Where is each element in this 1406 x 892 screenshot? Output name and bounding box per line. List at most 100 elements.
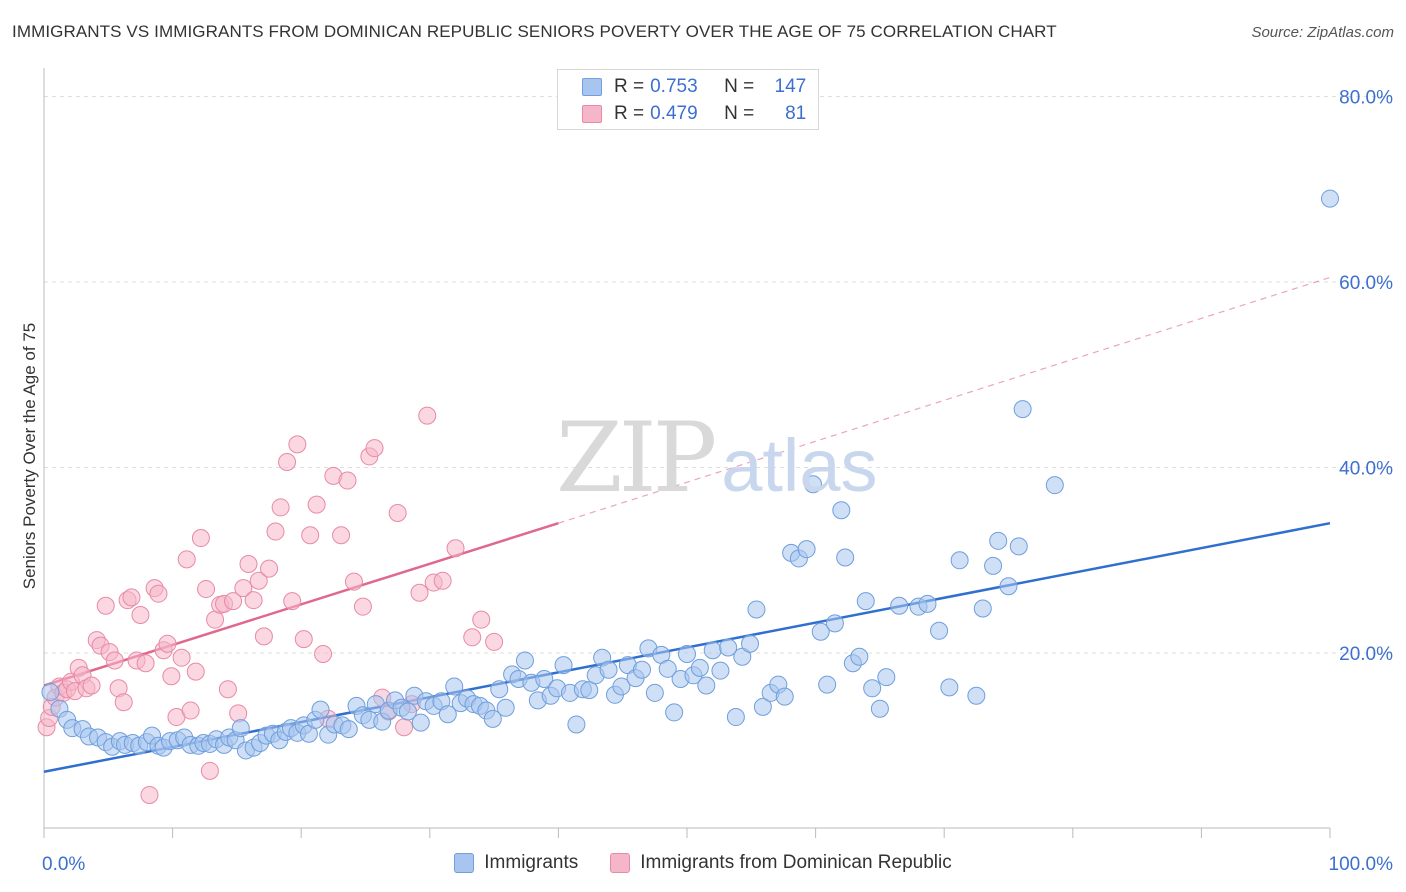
data-point-dominican [418,406,437,425]
data-point-dominican [224,592,243,611]
data-point-immigrants [612,677,631,696]
x-tick-label-end: 100.0% [1329,854,1394,875]
data-point-immigrants [339,720,358,739]
data-point-immigrants [496,698,515,717]
y-tick-label: 40.0% [1339,459,1393,480]
data-point-dominican [463,628,482,647]
data-point-immigrants [950,551,969,570]
trend-line-dominican-extended [558,276,1331,524]
y-tick-label: 80.0% [1339,88,1393,109]
data-point-immigrants [719,638,738,657]
y-tick-label: 20.0% [1339,644,1393,665]
series-legend: Immigrants Immigrants from Dominican Rep… [0,852,1406,874]
data-point-dominican [344,572,363,591]
data-point-dominican [314,644,333,663]
data-point-immigrants [554,656,573,675]
n-label: N = [724,76,755,97]
data-point-immigrants [632,660,651,679]
data-point-dominican [485,632,504,651]
data-point-immigrants [940,678,959,697]
data-point-dominican [433,571,452,590]
data-point-immigrants [645,683,664,702]
data-point-immigrants [870,699,889,718]
data-point-immigrants [989,531,1008,550]
data-point-immigrants [490,680,509,699]
tick-labels: 20.0% 40.0% 60.0% 80.0% 0.0% 100.0% [42,88,1393,875]
r-value: 0.479 [650,103,698,124]
data-point-dominican [191,529,210,548]
n-value: 81 [785,103,807,124]
series-dominican-points [37,406,504,804]
chart-title: IMMIGRANTS VS IMMIGRANTS FROM DOMINICAN … [12,22,1057,41]
data-point-immigrants [398,702,417,721]
legend-row-dominican: R = 0.479 N = 81 [582,103,806,125]
data-point-immigrants [1045,476,1064,495]
data-point-immigrants [1321,189,1339,208]
data-point-dominican [229,704,248,723]
data-point-dominican [105,651,124,670]
data-point-dominican [181,701,200,720]
watermark-atlas: atlas [721,424,878,507]
y-tick-label: 60.0% [1339,273,1393,294]
legend-row-immigrants: R = 0.753 N = 147 [582,76,806,98]
data-point-dominican [122,588,141,607]
data-point-immigrants [438,705,457,724]
data-point-immigrants [41,683,60,702]
data-point-dominican [254,627,273,646]
data-point-dominican [271,498,290,517]
data-point-dominican [301,526,320,545]
legend-swatch-blue [582,78,602,96]
data-point-dominican [239,555,258,574]
source-label: Source: ZipAtlas.com [1251,24,1394,41]
data-point-dominican [136,654,155,673]
data-point-dominican [294,630,313,649]
legend-item-dominican: Immigrants from Dominican Republic [610,852,952,874]
data-point-dominican [218,680,237,699]
data-point-immigrants [999,577,1018,596]
data-point-immigrants [311,700,330,719]
r-label: R = [614,103,645,124]
data-point-immigrants [890,596,909,615]
data-point-immigrants [678,644,696,663]
data-point-immigrants [850,647,869,666]
legend-label-immigrants: Immigrants [484,852,579,873]
data-point-immigrants [984,556,1003,575]
data-point-dominican [140,785,159,804]
data-point-immigrants [580,681,599,700]
legend-item-immigrants: Immigrants [454,852,578,874]
trend-lines [43,276,1331,773]
n-label: N = [724,103,755,124]
data-point-dominican [197,580,216,599]
data-point-immigrants [658,659,677,678]
data-point-immigrants [1009,537,1028,556]
data-point-dominican [82,676,101,695]
data-point-dominican [388,503,407,522]
watermark-zip: ZIP [556,402,717,514]
legend-swatch-pink [582,105,602,123]
data-point-immigrants [515,651,534,670]
data-point-dominican [288,435,307,454]
data-point-immigrants [483,709,502,728]
y-axis-label: Seniors Poverty Over the Age of 75 [20,322,39,590]
data-point-immigrants [811,622,830,641]
data-point-immigrants [567,715,586,734]
data-point-immigrants [665,703,684,722]
legend-swatch-pink [610,853,631,873]
data-point-immigrants [411,713,430,732]
data-point-dominican [395,718,414,737]
data-point-dominican [234,579,253,598]
data-point-dominican [338,471,357,490]
data-point-immigrants [690,658,709,677]
data-point-immigrants [535,670,554,689]
watermark: ZIP atlas [556,402,878,514]
data-point-immigrants [726,708,745,727]
data-point-dominican [114,693,133,712]
data-point-dominican [200,761,219,780]
legend-swatch-blue [454,853,475,873]
data-point-immigrants [973,599,992,618]
data-point-immigrants [877,668,896,687]
data-point-dominican [158,634,177,653]
data-point-dominican [332,526,351,545]
data-point-dominican [260,559,279,578]
